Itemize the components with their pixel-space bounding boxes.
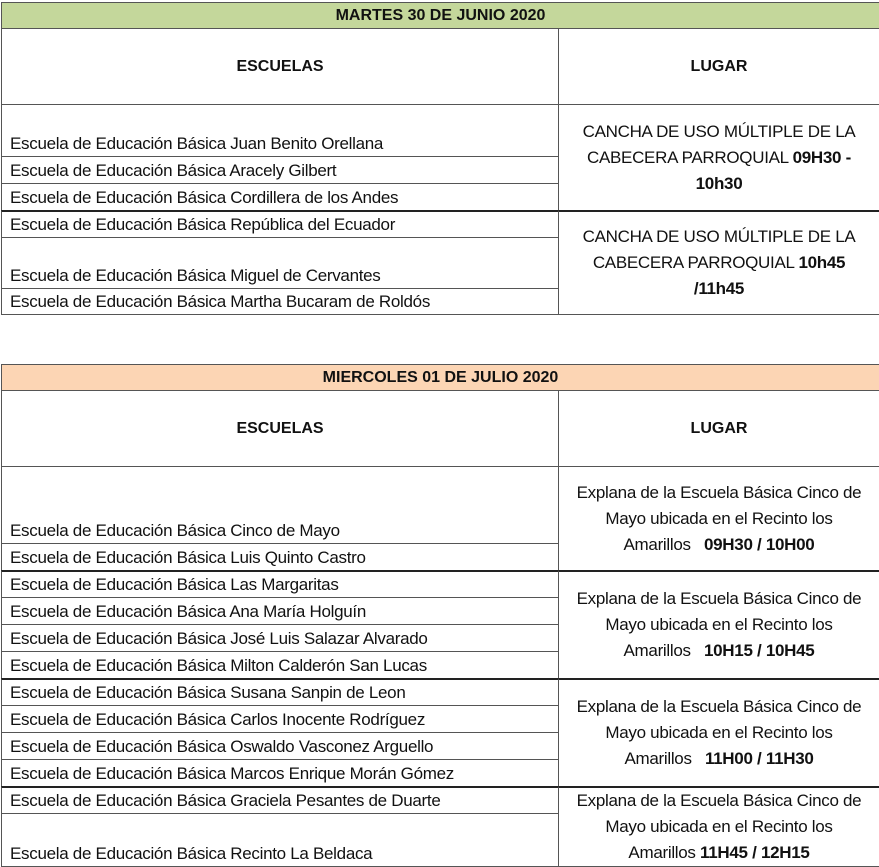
school-row-text: Escuela de Educación Básica Graciela Pes… xyxy=(10,791,441,810)
school-row: Escuela de Educación Básica Aracely Gilb… xyxy=(1,156,559,184)
school-row: Escuela de Educación Básica José Luis Sa… xyxy=(1,624,559,652)
school-row: Escuela de Educación Básica Susana Sanpi… xyxy=(1,678,559,706)
day-title: MARTES 30 DE JUNIO 2020 xyxy=(1,2,879,29)
place-time: 11H00 / 11H30 xyxy=(704,749,814,768)
school-row-text: Escuela de Educación Básica Oswaldo Vasc… xyxy=(10,737,434,756)
school-row-text: Escuela de Educación Básica José Luis Sa… xyxy=(10,629,428,648)
school-row: Escuela de Educación Básica Miguel de Ce… xyxy=(1,237,559,289)
school-row: Escuela de Educación Básica Las Margarit… xyxy=(1,570,559,598)
school-row-text: Escuela de Educación Básica Martha Bucar… xyxy=(10,292,431,311)
school-row: Escuela de Educación Básica Graciela Pes… xyxy=(1,786,559,814)
place-cell: Explana de la Escuela Básica Cinco de Ma… xyxy=(558,466,879,571)
school-row-text: Escuela de Educación Básica Marcos Enriq… xyxy=(10,764,454,783)
school-row: Escuela de Educación Básica Recinto La B… xyxy=(1,813,559,867)
place-time: 10h45 /11h45 xyxy=(693,253,846,298)
school-row-text: Escuela de Educación Básica Cinco de May… xyxy=(10,521,340,540)
place-description: Explana de la Escuela Básica Cinco de Ma… xyxy=(573,694,865,772)
place-text: CANCHA DE USO MÚLTIPLE DE LA CABECERA PA… xyxy=(582,227,860,272)
day-title-text: MARTES 30 DE JUNIO 2020 xyxy=(335,7,546,24)
day-title-text: MIERCOLES 01 DE JULIO 2020 xyxy=(322,369,559,386)
school-row: Escuela de Educación Básica Carlos Inoce… xyxy=(1,705,559,733)
place-cell: Explana de la Escuela Básica Cinco de Ma… xyxy=(558,786,879,867)
place-cell: Explana de la Escuela Básica Cinco de Ma… xyxy=(558,678,879,787)
school-row: Escuela de Educación Básica Juan Benito … xyxy=(1,104,559,157)
school-row: Escuela de Educación Básica Ana María Ho… xyxy=(1,597,559,625)
place-cell: CANCHA DE USO MÚLTIPLE DE LA CABECERA PA… xyxy=(558,210,879,315)
place-description: Explana de la Escuela Básica Cinco de Ma… xyxy=(573,586,865,664)
school-row-text: Escuela de Educación Básica Luis Quinto … xyxy=(10,548,366,567)
place-description: Explana de la Escuela Básica Cinco de Ma… xyxy=(573,788,865,866)
day-title: MIERCOLES 01 DE JULIO 2020 xyxy=(1,364,879,391)
school-row: Escuela de Educación Básica República de… xyxy=(1,210,559,238)
column-header-lugar: LUGAR xyxy=(558,390,879,467)
place-text: Explana de la Escuela Básica Cinco de Ma… xyxy=(576,791,866,862)
school-row-text: Escuela de Educación Básica Ana María Ho… xyxy=(10,602,367,621)
place-time: 11H45 / 12H15 xyxy=(700,843,810,862)
place-time: 09H30 / 10H00 xyxy=(704,534,815,554)
school-row: Escuela de Educación Básica Cordillera d… xyxy=(1,183,559,211)
column-header-escuelas: ESCUELAS xyxy=(1,390,559,467)
school-row-text: Escuela de Educación Básica Recinto La B… xyxy=(10,844,373,863)
school-row: Escuela de Educación Básica Milton Calde… xyxy=(1,651,559,679)
place-cell: Explana de la Escuela Básica Cinco de Ma… xyxy=(558,570,879,679)
column-header-escuelas: ESCUELAS xyxy=(1,28,559,105)
school-row-text: Escuela de Educación Básica Milton Calde… xyxy=(10,656,427,675)
place-cell: CANCHA DE USO MÚLTIPLE DE LA CABECERA PA… xyxy=(558,104,879,211)
column-header-lugar-text: LUGAR xyxy=(690,419,748,437)
school-row: Escuela de Educación Básica Oswaldo Vasc… xyxy=(1,732,559,760)
column-header-lugar: LUGAR xyxy=(558,28,879,105)
school-row-text: Escuela de Educación Básica Susana Sanpi… xyxy=(10,683,406,702)
place-text: CANCHA DE USO MÚLTIPLE DE LA CABECERA PA… xyxy=(582,121,860,167)
school-row: Escuela de Educación Básica Luis Quinto … xyxy=(1,543,559,571)
school-row-text: Escuela de Educación Básica Juan Benito … xyxy=(10,134,384,153)
place-description: CANCHA DE USO MÚLTIPLE DE LA CABECERA PA… xyxy=(573,119,865,197)
place-text: Explana de la Escuela Básica Cinco de Ma… xyxy=(576,589,866,660)
place-description: Explana de la Escuela Básica Cinco de Ma… xyxy=(573,480,865,558)
column-header-escuelas-text: ESCUELAS xyxy=(236,57,324,75)
school-row: Escuela de Educación Básica Martha Bucar… xyxy=(1,288,559,315)
school-row-text: Escuela de Educación Básica Carlos Inoce… xyxy=(10,710,426,729)
school-row: Escuela de Educación Básica Marcos Enriq… xyxy=(1,759,559,787)
column-header-lugar-text: LUGAR xyxy=(690,57,748,75)
school-row-text: Escuela de Educación Básica Cordillera d… xyxy=(10,188,399,207)
school-row: Escuela de Educación Básica Cinco de May… xyxy=(1,466,559,544)
column-header-escuelas-text: ESCUELAS xyxy=(236,419,324,437)
school-row-text: Escuela de Educación Básica Las Margarit… xyxy=(10,575,339,594)
school-row-text: Escuela de Educación Básica Miguel de Ce… xyxy=(10,266,381,285)
place-description: CANCHA DE USO MÚLTIPLE DE LA CABECERA PA… xyxy=(573,224,865,302)
place-text: Explana de la Escuela Básica Cinco de Ma… xyxy=(576,482,866,554)
place-time: 10H15 / 10H45 xyxy=(704,641,815,660)
place-text: Explana de la Escuela Básica Cinco de Ma… xyxy=(576,697,866,768)
place-time: 09H30 - 10h30 xyxy=(695,147,852,193)
school-row-text: Escuela de Educación Básica República de… xyxy=(10,215,396,234)
school-row-text: Escuela de Educación Básica Aracely Gilb… xyxy=(10,161,337,180)
